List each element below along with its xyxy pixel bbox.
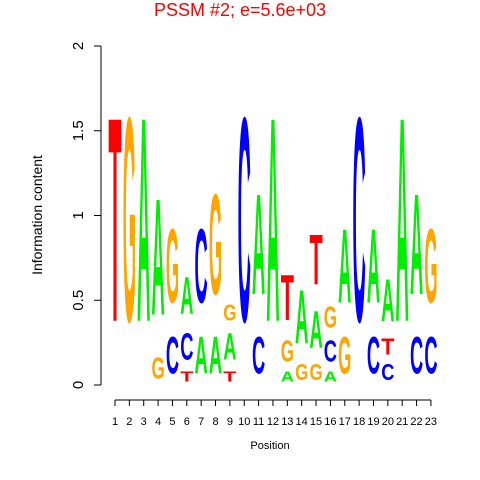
x-tick-label: 10 [238,416,250,428]
x-tick-label: 21 [396,416,408,428]
letter: C [424,327,437,386]
letter: G [309,361,322,386]
letter: C [180,327,193,369]
letter: T [223,368,237,385]
letter: A [281,368,294,385]
letter: T [108,57,121,383]
letter: C [195,208,208,326]
letter: G [338,326,351,385]
x-tick-label: 8 [212,416,218,428]
letter: A [396,57,409,383]
x-tick-label: 4 [155,416,161,428]
letter: A [338,208,351,326]
x-tick-label: 18 [353,416,365,428]
letter: C [381,360,394,385]
x-tick-label: 12 [267,416,279,428]
letter: T [180,368,194,385]
y-tick-label: 0.5 [70,290,87,311]
letter: A [137,57,150,383]
letter: G [151,352,164,385]
letter: T [281,262,294,334]
letter: A [151,165,164,351]
letter: C [367,327,380,386]
x-tick-label: 1 [112,416,118,428]
letter: C [353,57,366,383]
x-tick-label: 3 [141,416,147,428]
x-tick-label: 9 [227,416,233,428]
letter: A [381,268,394,334]
x-tick-label: 7 [198,416,204,428]
letter: G [209,163,222,325]
letter: C [166,327,179,386]
x-tick-label: 2 [126,416,132,428]
letter: G [281,335,294,368]
x-tick-label: 19 [367,416,379,428]
letter: T [309,221,322,301]
letter: G [295,361,308,386]
y-tick-label: 1.5 [70,120,87,141]
x-axis-label: Position [250,440,289,452]
x-tick-label: 22 [410,416,422,428]
letter: G [166,207,179,326]
x-tick-label: 17 [339,416,351,428]
letter: C [410,327,423,386]
letter: A [252,164,265,325]
letter: A [180,267,193,326]
letter: A [209,327,222,386]
x-tick-label: 20 [382,416,394,428]
letter: G [223,301,236,326]
letter: A [410,164,423,325]
x-tick-label: 13 [281,416,293,428]
letter: G [324,302,337,335]
letter: A [295,274,308,359]
chart-title: PSSM #2; e=5.6e+03 [154,0,326,20]
y-tick-label: 0 [70,381,87,389]
letter: C [324,335,337,369]
letter: C [238,57,251,383]
x-tick-label: 11 [253,416,264,428]
letter: C [252,327,265,386]
x-tick-label: 14 [296,416,308,428]
x-tick-label: 6 [184,416,190,428]
y-tick-label: 2 [70,42,87,50]
letter: A [266,57,279,383]
letter: G [123,57,136,383]
letter: T [381,334,395,360]
letter: A [309,301,322,360]
letter: A [367,208,380,326]
y-axis-label: Information content [29,155,45,275]
letter: A [195,327,208,386]
y-tick-label: 1 [70,211,87,219]
x-tick-label: 23 [425,416,437,428]
x-tick-label: 15 [310,416,322,428]
x-tick-label: 5 [169,416,175,428]
letter: G [424,207,437,326]
letter: A [223,327,236,369]
letter: A [324,368,337,385]
x-tick-label: 16 [324,416,336,428]
